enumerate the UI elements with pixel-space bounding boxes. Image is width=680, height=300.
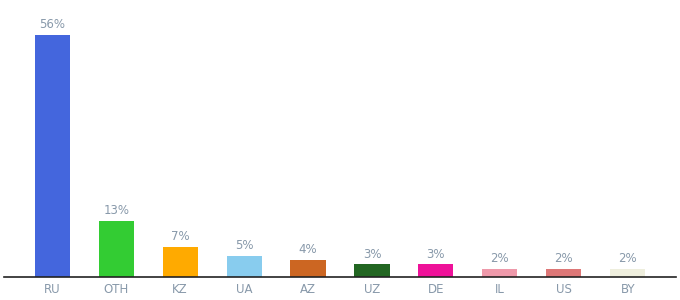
Bar [290,260,326,277]
Text: 4%: 4% [299,244,318,256]
Text: 2%: 2% [490,252,509,265]
Text: 13%: 13% [103,205,129,218]
Bar [99,221,134,277]
Bar [226,256,262,277]
Bar [482,268,517,277]
Bar [610,268,645,277]
Text: 5%: 5% [235,239,254,252]
Text: 2%: 2% [618,252,637,265]
Text: 3%: 3% [362,248,381,261]
Text: 56%: 56% [39,18,65,31]
Text: 3%: 3% [426,248,445,261]
Bar [35,34,70,277]
Text: 7%: 7% [171,230,190,244]
Text: 2%: 2% [554,252,573,265]
Bar [163,247,198,277]
Bar [354,264,390,277]
Bar [546,268,581,277]
Bar [418,264,454,277]
